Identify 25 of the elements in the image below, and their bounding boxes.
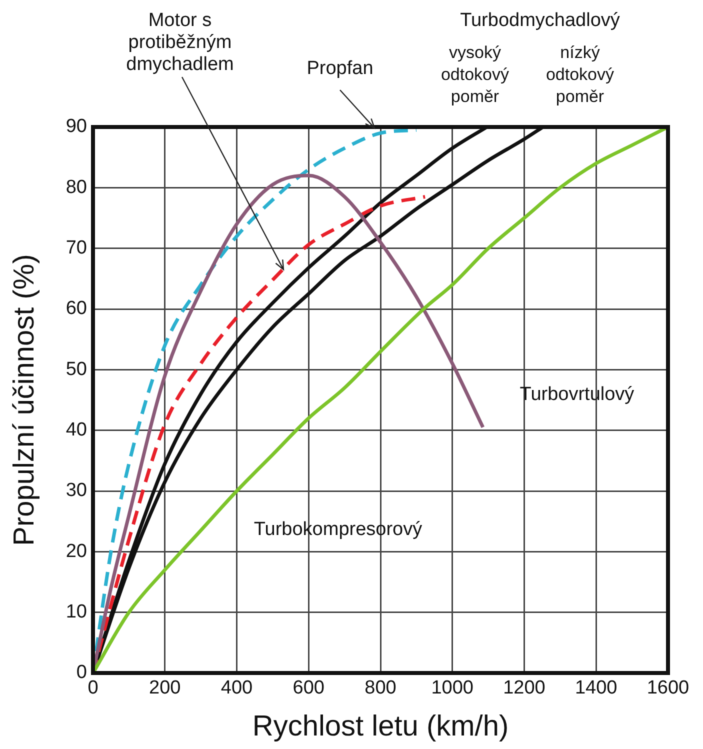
x-tick-label: 1400	[574, 678, 618, 699]
series-label: nízký odtokový poměr	[544, 42, 616, 108]
y-axis-title: Propulzní účinnost (%)	[8, 254, 40, 546]
y-tick-label: 50	[66, 358, 87, 380]
y-tick-label: 30	[66, 480, 87, 502]
x-axis-title: Rychlost letu (km/h)	[252, 710, 509, 743]
y-tick-label: 10	[66, 602, 87, 623]
x-tick-label: 1000	[431, 678, 474, 699]
y-tick-label: 60	[66, 298, 87, 320]
y-tick-label: 0	[76, 662, 87, 684]
y-tick-label: 90	[66, 116, 87, 138]
y-tick-label: 70	[66, 238, 87, 259]
x-tick-label: 200	[149, 678, 181, 699]
y-tick-label: 20	[66, 540, 87, 562]
x-tick-label: 1600	[646, 678, 690, 699]
text: Turbodmychadlový	[459, 10, 621, 32]
x-tick-label: 400	[220, 678, 253, 699]
y-tick-label: 80	[66, 176, 87, 198]
text: Propfan	[306, 58, 374, 80]
y-tick-label: 40	[66, 420, 87, 441]
x-tick-label: 1200	[503, 678, 546, 699]
x-tick-label: 600	[292, 678, 324, 699]
x-tick-label: 800	[364, 678, 396, 699]
annotation: Motor s protiběžným dmychadlem	[125, 10, 235, 76]
series-label: vysoký odtokový poměr	[440, 42, 510, 108]
